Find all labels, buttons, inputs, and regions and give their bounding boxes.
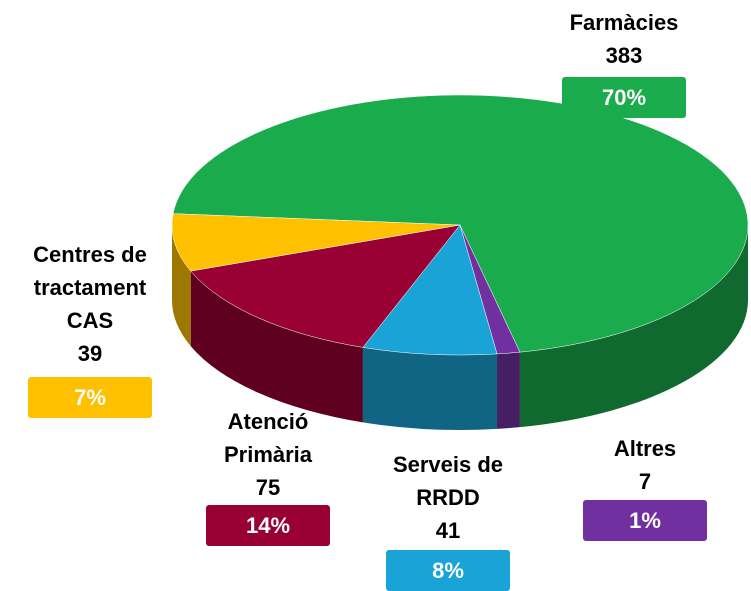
category-name: Altres: [613, 436, 677, 461]
percent-label: 1%: [583, 500, 707, 541]
category-name: Serveis de RRDD: [392, 452, 504, 510]
slice-label: Altres 7: [585, 432, 705, 498]
count-label: 75: [255, 475, 281, 500]
percent-label: 7%: [28, 377, 152, 418]
count-label: 7: [638, 469, 652, 494]
category-name: Centres de tractament CAS: [33, 242, 147, 333]
pie-side: [497, 352, 520, 429]
percent-label: 70%: [562, 77, 686, 118]
count-label: 383: [605, 43, 643, 68]
pie-side: [519, 225, 748, 428]
pie-slice: [190, 224, 461, 348]
percent-label: 14%: [206, 505, 330, 546]
count-label: 39: [77, 341, 103, 366]
pie-side: [190, 271, 363, 423]
pie-slice: [362, 224, 498, 356]
pie-slice: [172, 94, 749, 353]
slice-label: Serveis de RRDD 41: [373, 448, 523, 547]
percent-label: 8%: [386, 550, 510, 591]
pie-side: [172, 225, 191, 347]
slice-label: Farmàcies 383: [524, 6, 724, 72]
category-name: Farmàcies: [569, 10, 679, 35]
pie-slice: [171, 213, 461, 272]
category-name: Atenció Primària: [223, 409, 313, 467]
slice-label: Centres de tractament CAS 39: [10, 238, 170, 370]
slice-label: Atenció Primària 75: [208, 405, 328, 504]
pie-side: [362, 347, 498, 430]
count-label: 41: [435, 518, 461, 543]
